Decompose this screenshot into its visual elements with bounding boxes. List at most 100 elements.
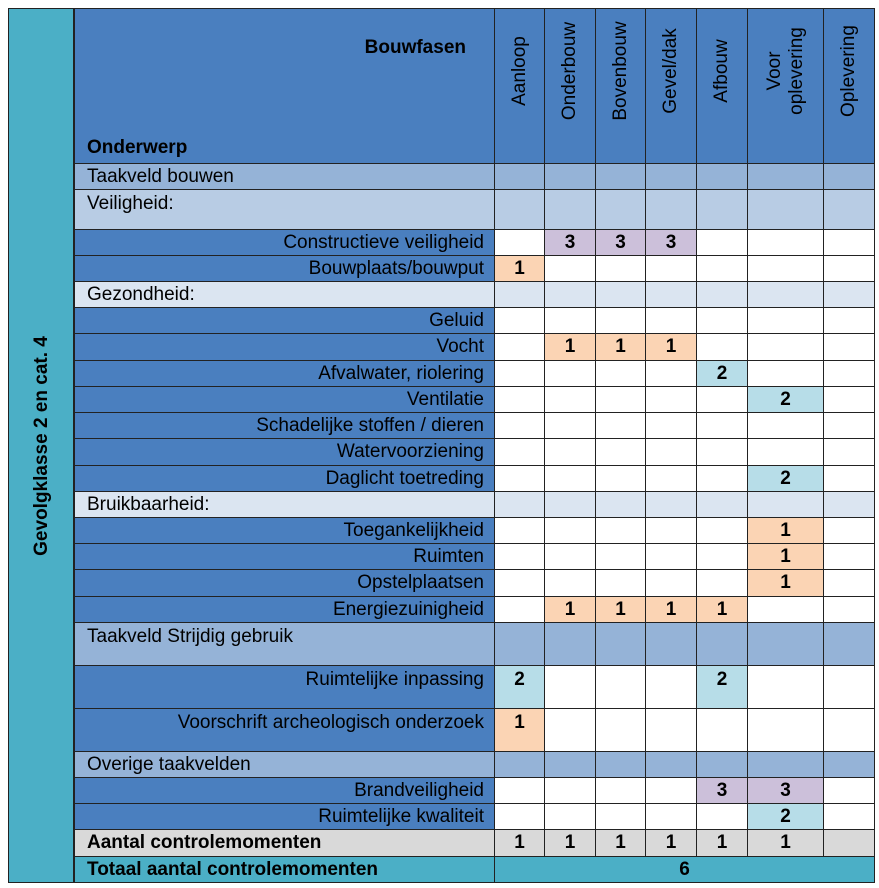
section-cell bbox=[595, 281, 646, 308]
row-label: Ruimten bbox=[74, 543, 495, 570]
phase-label: Aanloop bbox=[508, 36, 530, 106]
controle-table: Bouwfasen Onderwerp Aanloop Onderbouw Bo… bbox=[74, 8, 875, 883]
phase-label: Onderbouw bbox=[559, 21, 580, 121]
section-row: Gezondheid: bbox=[74, 281, 875, 308]
section-label: Bruikbaarheid: bbox=[74, 491, 495, 518]
score-cell bbox=[747, 307, 824, 334]
table-row: Schadelijke stoffen / dieren bbox=[74, 412, 875, 439]
section-cell bbox=[823, 281, 875, 308]
grand-total-row: Totaal aantal controlemomenten 6 bbox=[74, 856, 875, 883]
score-cell: 1 bbox=[747, 517, 824, 544]
score-cell: 3 bbox=[544, 229, 596, 256]
section-label: Gezondheid: bbox=[74, 281, 495, 308]
score-cell bbox=[645, 360, 697, 387]
table-row: Constructieve veiligheid 3 3 3 bbox=[74, 229, 875, 256]
score-cell bbox=[696, 307, 748, 334]
score-cell bbox=[544, 543, 596, 570]
score-cell bbox=[823, 777, 875, 804]
totals-cell: 1 bbox=[544, 829, 596, 857]
row-label: Constructieve veiligheid bbox=[74, 229, 495, 256]
score-cell bbox=[494, 596, 545, 623]
score-cell bbox=[747, 229, 824, 256]
score-cell bbox=[823, 386, 875, 413]
score-cell bbox=[645, 307, 697, 334]
score-cell: 1 bbox=[494, 708, 545, 752]
row-label: Vocht bbox=[74, 333, 495, 361]
score-cell bbox=[823, 665, 875, 709]
section-cell bbox=[823, 491, 875, 518]
section-cell bbox=[823, 622, 875, 666]
section-label: Overige taakvelden bbox=[74, 751, 495, 778]
score-cell bbox=[544, 777, 596, 804]
score-cell bbox=[494, 517, 545, 544]
table-row: Ventilatie 2 bbox=[74, 386, 875, 413]
totals-label: Aantal controlemomenten bbox=[74, 829, 495, 857]
score-cell: 3 bbox=[747, 777, 824, 804]
score-cell bbox=[494, 360, 545, 387]
section-cell bbox=[645, 622, 697, 666]
section-cell bbox=[823, 189, 875, 230]
table-row: Geluid bbox=[74, 307, 875, 334]
header-row: Bouwfasen Onderwerp Aanloop Onderbouw Bo… bbox=[74, 8, 875, 164]
score-cell bbox=[645, 777, 697, 804]
totals-cell: 1 bbox=[645, 829, 697, 857]
score-cell bbox=[494, 543, 545, 570]
row-label: Ruimtelijke inpassing bbox=[74, 665, 495, 709]
score-cell: 2 bbox=[747, 386, 824, 413]
score-cell bbox=[696, 438, 748, 466]
section-cell bbox=[544, 189, 596, 230]
score-cell bbox=[696, 803, 748, 830]
section-cell bbox=[544, 281, 596, 308]
score-cell bbox=[747, 412, 824, 439]
totals-cell: 1 bbox=[696, 829, 748, 857]
phase-aanloop: Aanloop bbox=[494, 8, 545, 164]
score-cell bbox=[696, 708, 748, 752]
score-cell bbox=[696, 465, 748, 492]
score-cell: 1 bbox=[595, 333, 646, 361]
table-row: Opstelplaatsen 1 bbox=[74, 569, 875, 597]
score-cell bbox=[494, 569, 545, 597]
phase-label: Gevel/dak bbox=[660, 28, 681, 114]
score-cell bbox=[747, 438, 824, 466]
score-cell bbox=[494, 333, 545, 361]
score-cell bbox=[494, 307, 545, 334]
header-onderwerp: Onderwerp bbox=[87, 137, 188, 158]
score-cell bbox=[645, 543, 697, 570]
section-cell bbox=[696, 163, 748, 190]
row-label: Watervoorziening bbox=[74, 438, 495, 466]
score-cell bbox=[747, 255, 824, 282]
score-cell: 2 bbox=[747, 465, 824, 492]
section-cell bbox=[544, 751, 596, 778]
row-label: Toegankelijkheid bbox=[74, 517, 495, 544]
score-cell bbox=[645, 708, 697, 752]
table-row: Ruimtelijke kwaliteit 2 bbox=[74, 803, 875, 830]
score-cell bbox=[544, 465, 596, 492]
score-cell: 2 bbox=[747, 803, 824, 830]
score-cell bbox=[494, 386, 545, 413]
score-cell bbox=[823, 255, 875, 282]
score-cell bbox=[645, 438, 697, 466]
section-cell bbox=[747, 189, 824, 230]
totals-cell: 1 bbox=[595, 829, 646, 857]
table-row: Brandveiligheid 3 3 bbox=[74, 777, 875, 804]
score-cell bbox=[823, 465, 875, 492]
grand-total-label: Totaal aantal controlemomenten bbox=[74, 856, 495, 883]
grand-total-value: 6 bbox=[494, 856, 875, 883]
score-cell bbox=[595, 412, 646, 439]
score-cell bbox=[595, 255, 646, 282]
score-cell bbox=[823, 517, 875, 544]
row-label: Daglicht toetreding bbox=[74, 465, 495, 492]
section-row: Taakveld bouwen bbox=[74, 163, 875, 190]
section-cell bbox=[595, 622, 646, 666]
score-cell bbox=[823, 803, 875, 830]
score-cell bbox=[494, 438, 545, 466]
score-cell bbox=[645, 517, 697, 544]
table-row: Vocht 1 1 1 bbox=[74, 333, 875, 361]
score-cell bbox=[823, 569, 875, 597]
table-row: Voorschrift archeologisch onderzoek 1 bbox=[74, 708, 875, 752]
row-label: Brandveiligheid bbox=[74, 777, 495, 804]
score-cell bbox=[494, 465, 545, 492]
section-cell bbox=[544, 491, 596, 518]
section-row: Veiligheid: bbox=[74, 189, 875, 230]
score-cell bbox=[747, 596, 824, 623]
